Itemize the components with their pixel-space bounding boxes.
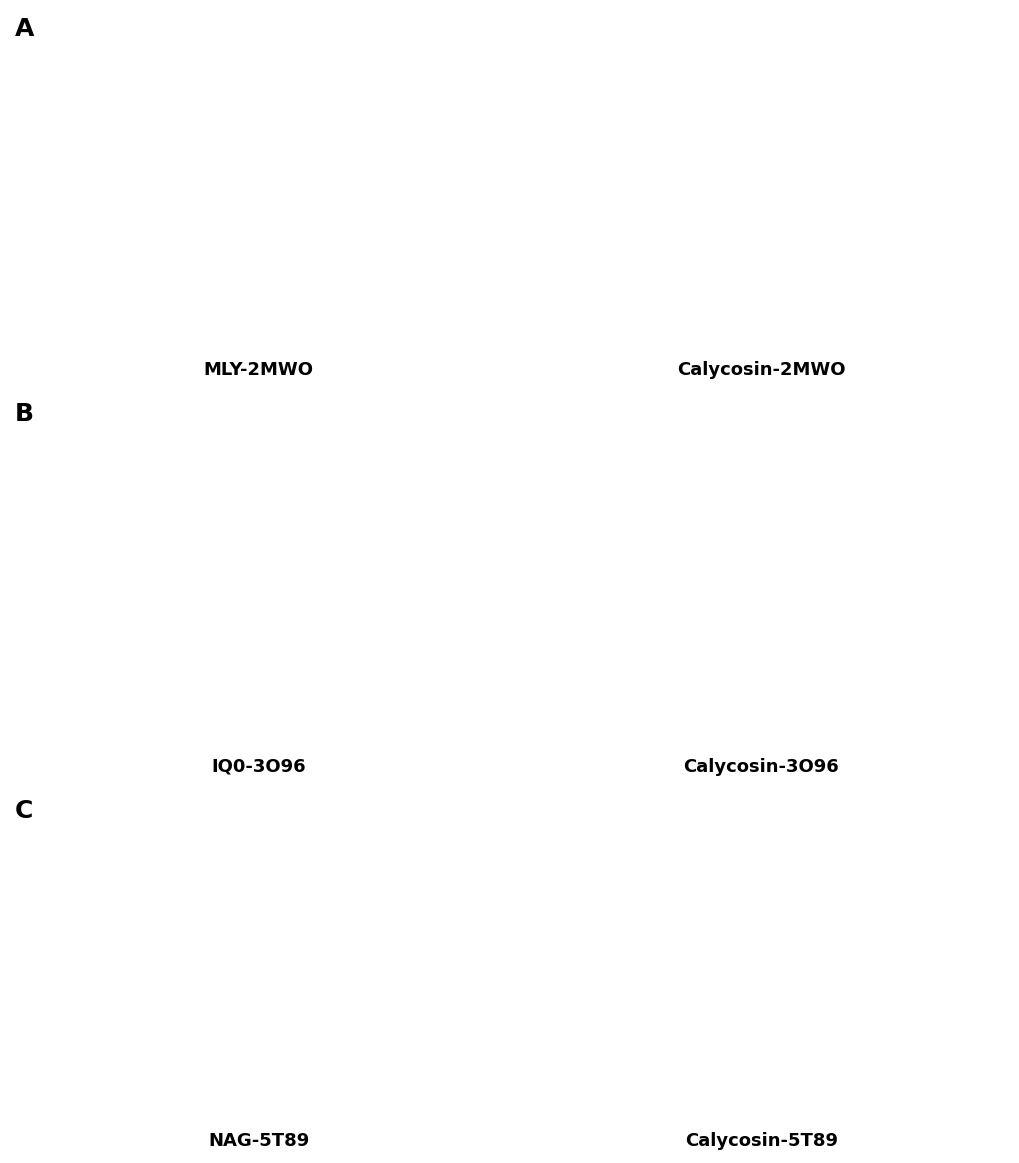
Text: NAG-5T89: NAG-5T89 bbox=[208, 1132, 309, 1150]
Text: IQ0-3O96: IQ0-3O96 bbox=[211, 758, 306, 776]
Text: Calycosin-5T89: Calycosin-5T89 bbox=[684, 1132, 837, 1150]
Text: Calycosin-2MWO: Calycosin-2MWO bbox=[677, 361, 845, 379]
Text: A: A bbox=[15, 17, 35, 41]
Text: MLY-2MWO: MLY-2MWO bbox=[204, 361, 314, 379]
Text: Calycosin-3O96: Calycosin-3O96 bbox=[683, 758, 839, 776]
Text: C: C bbox=[15, 799, 34, 822]
Text: B: B bbox=[15, 402, 35, 426]
